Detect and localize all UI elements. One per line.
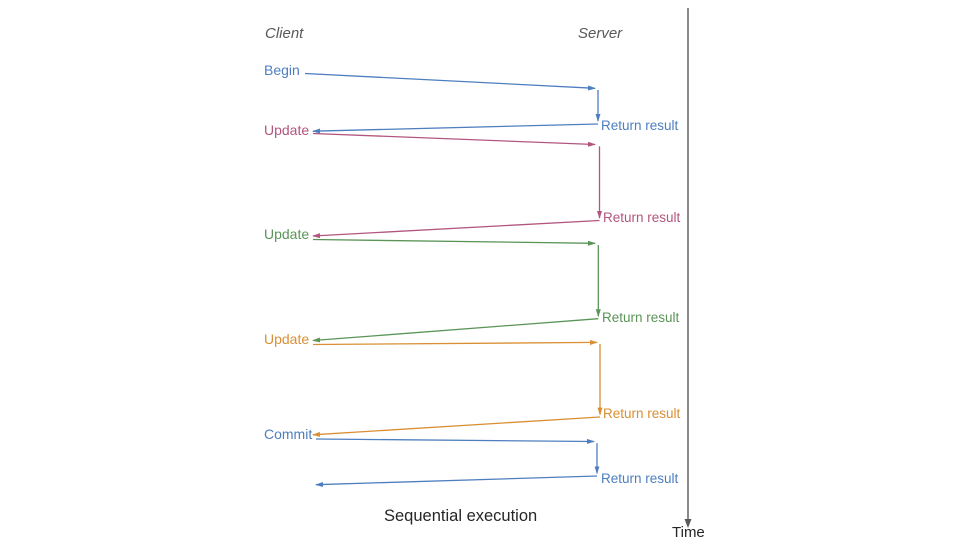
svg-text:Return result: Return result: [601, 118, 679, 133]
svg-text:Update: Update: [264, 226, 309, 242]
svg-text:Update: Update: [264, 122, 309, 138]
svg-text:Commit: Commit: [264, 426, 312, 442]
svg-text:Sequential execution: Sequential execution: [384, 507, 537, 525]
svg-text:Return result: Return result: [603, 210, 681, 225]
svg-text:Return result: Return result: [601, 471, 679, 486]
svg-text:Return result: Return result: [603, 406, 681, 421]
svg-text:Client: Client: [265, 25, 304, 42]
svg-text:Time: Time: [672, 524, 705, 540]
svg-text:Begin: Begin: [264, 62, 300, 78]
svg-text:Return result: Return result: [602, 310, 680, 325]
svg-text:Server: Server: [578, 25, 623, 42]
svg-text:Update: Update: [264, 331, 309, 347]
